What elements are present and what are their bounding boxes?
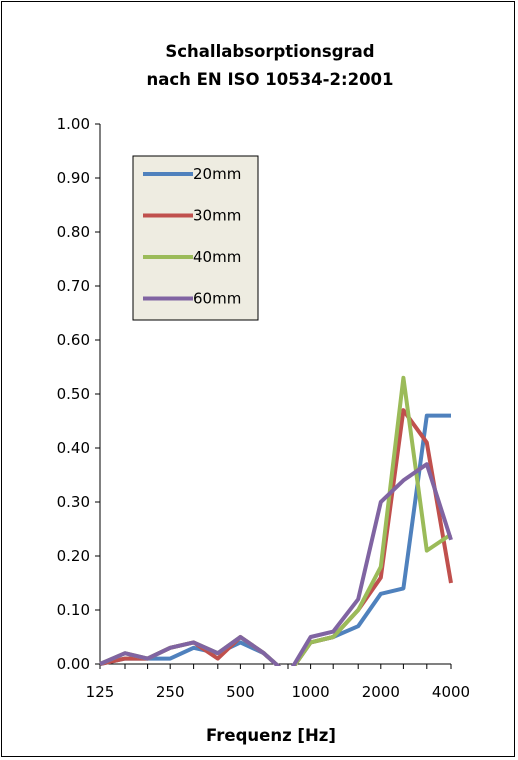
x-tick-label: 1000 <box>292 683 330 701</box>
chart-title-line-2: nach EN ISO 10534-2:2001 <box>146 70 393 89</box>
y-tick-label: 0.20 <box>57 547 90 565</box>
y-tick-label: 0.50 <box>57 385 90 403</box>
x-tick-label: 125 <box>86 683 115 701</box>
y-tick-label: 0.40 <box>57 439 90 457</box>
legend-label: 30mm <box>193 207 241 225</box>
y-tick-label: 0.30 <box>57 493 90 511</box>
legend-label: 60mm <box>193 290 241 308</box>
y-axis-ticks: 0.00 0.10 0.20 0.30 0.40 0.50 0.60 0.70 0.80 0.90… <box>57 115 100 673</box>
x-tick-label: 2000 <box>362 683 400 701</box>
y-tick-label: 0.10 <box>57 601 90 619</box>
series-line-60mm <box>99 462 453 666</box>
x-axis-ticks: 125 250 500 1000 2000 4000 <box>86 664 470 701</box>
series-line-40mm <box>99 375 453 666</box>
y-tick-label: 0.90 <box>57 169 90 187</box>
chart-title-line-1: Schallabsorptionsgrad <box>165 42 374 61</box>
legend: 20mm 30mm 40mm 60mm <box>132 155 259 321</box>
legend-label: 20mm <box>193 165 241 183</box>
y-tick-label: 0.60 <box>57 331 90 349</box>
x-tick-label: 4000 <box>432 683 470 701</box>
y-tick-label: 0.00 <box>57 655 90 673</box>
y-tick-label: 0.80 <box>57 223 90 241</box>
y-tick-label: 1.00 <box>57 115 90 133</box>
legend-label: 40mm <box>193 248 241 266</box>
x-tick-label: 250 <box>156 683 185 701</box>
y-tick-label: 0.70 <box>57 277 90 295</box>
series-lines <box>99 375 453 666</box>
series-line-30mm <box>99 408 453 666</box>
x-axis-label: Frequenz [Hz] <box>206 726 336 745</box>
legend-box <box>132 155 259 321</box>
x-tick-label: 500 <box>226 683 255 701</box>
